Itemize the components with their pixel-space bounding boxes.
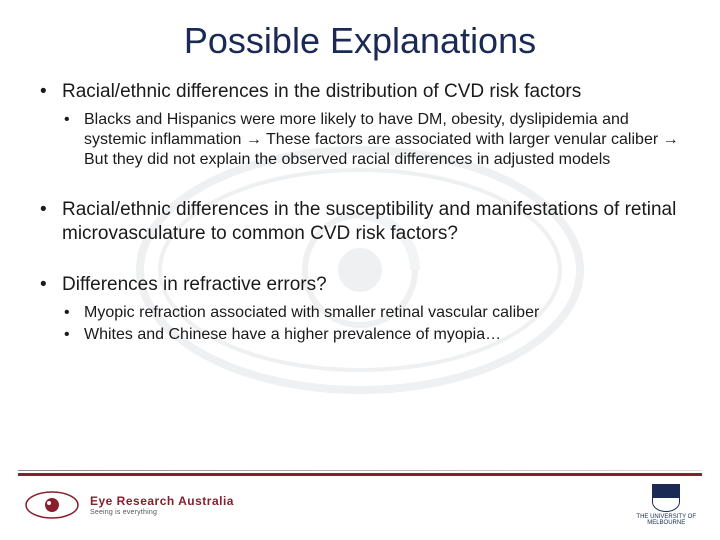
era-logo: Eye Research Australia Seeing is everyth… — [24, 489, 234, 521]
bullet-list: Racial/ethnic differences in the distrib… — [40, 80, 680, 345]
sub-bullet-item: Blacks and Hispanics were more likely to… — [62, 110, 680, 170]
bullet-text: Racial/ethnic differences in the distrib… — [62, 81, 581, 102]
bullet-item: Differences in refractive errors? Myopic… — [40, 273, 680, 345]
eye-icon — [24, 489, 80, 521]
university-logo: THE UNIVERSITY OFMELBOURNE — [636, 484, 696, 526]
era-name: Eye Research Australia — [90, 495, 234, 507]
slide-title: Possible Explanations — [40, 20, 680, 62]
bullet-item: Racial/ethnic differences in the distrib… — [40, 80, 680, 170]
bullet-item: Racial/ethnic differences in the suscept… — [40, 198, 680, 246]
sub-bullet-item: Myopic refraction associated with smalle… — [62, 303, 680, 323]
sub-bullet-item: Whites and Chinese have a higher prevale… — [62, 325, 680, 345]
crest-icon — [652, 484, 680, 512]
divider-thick — [18, 473, 702, 476]
university-name: THE UNIVERSITY OFMELBOURNE — [636, 514, 696, 526]
slide-footer: Eye Research Australia Seeing is everyth… — [0, 470, 720, 526]
bullet-text: Racial/ethnic differences in the suscept… — [62, 199, 676, 244]
bullet-text: Differences in refractive errors? — [62, 274, 327, 295]
era-tagline: Seeing is everything — [90, 509, 234, 516]
divider-thin — [18, 470, 702, 471]
